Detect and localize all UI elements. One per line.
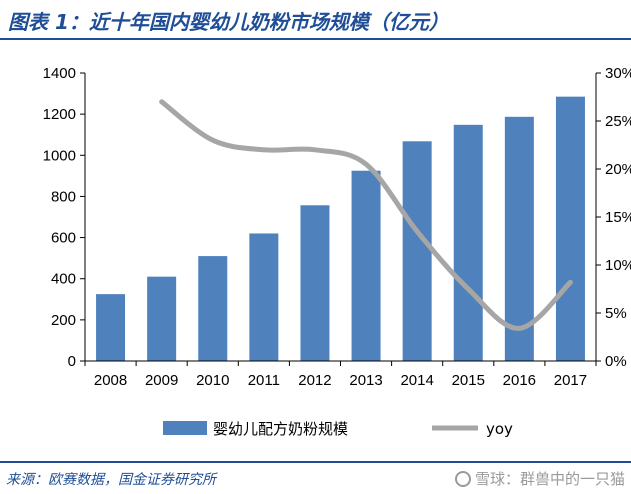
chart-title: 图表 1：近十年国内婴幼儿奶粉市场规模（亿元） [8,10,449,34]
right-tick-label: 0% [605,353,627,370]
bar-series [96,96,585,362]
legend-line-label: yoy [486,420,513,438]
watermark-text: 雪球：群兽中的一只猫 [474,470,625,488]
watermark: 雪球：群兽中的一只猫 [454,468,625,489]
yoy-line-series [159,99,573,331]
bar-2012 [300,205,330,361]
bar-2011 [249,233,279,361]
snowball-icon [454,470,471,487]
right-axis-ticks: 0% 5% 10% 15% 20% 25% 30% [596,65,631,370]
x-tick-label: 2010 [196,372,229,389]
left-tick-label: 800 [51,188,76,205]
bar-2014 [402,141,432,361]
x-axis-ticks: 2008 2009 2010 2011 2012 2013 2014 2015 2016 2017 [84,361,597,389]
right-tick-label: 5% [605,305,627,322]
source-bar: 来源：欧赛数据，国金证券研究所 雪球：群兽中的一只猫 [0,461,631,494]
left-axis-ticks: 0 200 400 600 800 1000 1200 1400 [43,65,85,370]
left-tick-label: 1000 [43,147,76,164]
left-tick-label: 200 [51,312,76,329]
x-tick-label: 2009 [145,372,178,389]
right-tick-label: 20% [605,161,631,178]
left-tick-label: 600 [51,230,76,247]
x-tick-label: 2016 [503,372,536,389]
left-tick-label: 0 [68,353,76,370]
source-note: 来源：欧赛数据，国金证券研究所 [6,472,216,488]
x-tick-label: 2014 [400,372,433,389]
bar-2016 [504,116,534,362]
right-tick-label: 30% [605,65,631,82]
bar-2013 [351,170,381,361]
bar-2017 [555,96,585,362]
left-tick-label: 1400 [43,65,76,82]
title-bar: 图表 1：近十年国内婴幼儿奶粉市场规模（亿元） [0,0,631,40]
x-tick-label: 2013 [349,372,382,389]
x-tick-label: 2017 [554,372,587,389]
legend-bar-swatch [163,421,207,435]
bar-2015 [453,124,483,361]
legend-bar-label: 婴幼儿配方奶粉规模 [213,420,348,438]
x-tick-label: 2012 [298,372,331,389]
bar-2009 [147,276,177,361]
right-tick-label: 25% [605,113,631,130]
legend: 婴幼儿配方奶粉规模 yoy [163,420,513,438]
left-tick-label: 400 [51,271,76,288]
x-tick-label: 2015 [452,372,485,389]
right-tick-label: 10% [605,257,631,274]
x-tick-label: 2008 [94,372,127,389]
x-tick-label: 2011 [248,372,280,389]
yoy-line [159,99,573,331]
right-tick-label: 15% [605,209,631,226]
bar-2008 [96,294,126,361]
left-tick-label: 1200 [43,106,76,123]
bar-2010 [198,256,228,361]
